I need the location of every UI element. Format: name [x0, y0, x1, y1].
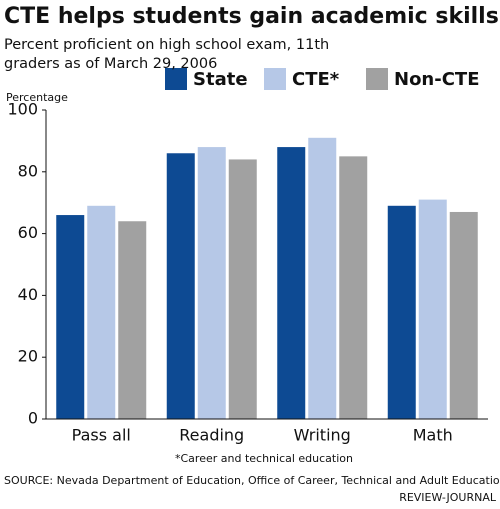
bar — [56, 215, 85, 419]
bar — [418, 199, 447, 419]
y-tick-label: 60 — [18, 223, 38, 242]
bar — [87, 205, 116, 419]
y-axis-label: Percentage — [6, 91, 68, 104]
bar — [339, 156, 368, 419]
footnote: *Career and technical education — [175, 452, 353, 465]
bar — [449, 211, 478, 419]
y-tick-label: 80 — [18, 161, 38, 180]
x-tick-label: Pass all — [72, 426, 131, 445]
x-tick-label: Reading — [179, 426, 244, 445]
y-tick-label: 40 — [18, 285, 38, 304]
x-tick-label: Writing — [294, 426, 351, 445]
subtitle: Percent proficient on high school exam, … — [4, 37, 330, 72]
legend-swatch — [264, 68, 286, 90]
chart-title: CTE helps students gain academic skills — [4, 4, 499, 29]
bar — [197, 147, 226, 419]
bar — [308, 137, 337, 419]
bar — [166, 153, 195, 419]
legend-swatch — [165, 68, 187, 90]
legend-label: CTE* — [292, 69, 340, 90]
x-tick-label: Math — [413, 426, 453, 445]
legend-swatch — [366, 68, 388, 90]
bar — [277, 147, 306, 419]
source: SOURCE: Nevada Department of Education, … — [4, 474, 500, 487]
y-tick-label: 0 — [28, 409, 38, 428]
credit: REVIEW-JOURNAL — [399, 491, 497, 504]
y-tick-label: 20 — [18, 347, 38, 366]
bar — [387, 205, 416, 419]
legend-label: State — [193, 69, 248, 90]
bar — [228, 159, 257, 419]
legend-label: Non-CTE — [394, 69, 480, 90]
y-tick-label: 100 — [7, 100, 38, 119]
bar — [118, 221, 147, 419]
